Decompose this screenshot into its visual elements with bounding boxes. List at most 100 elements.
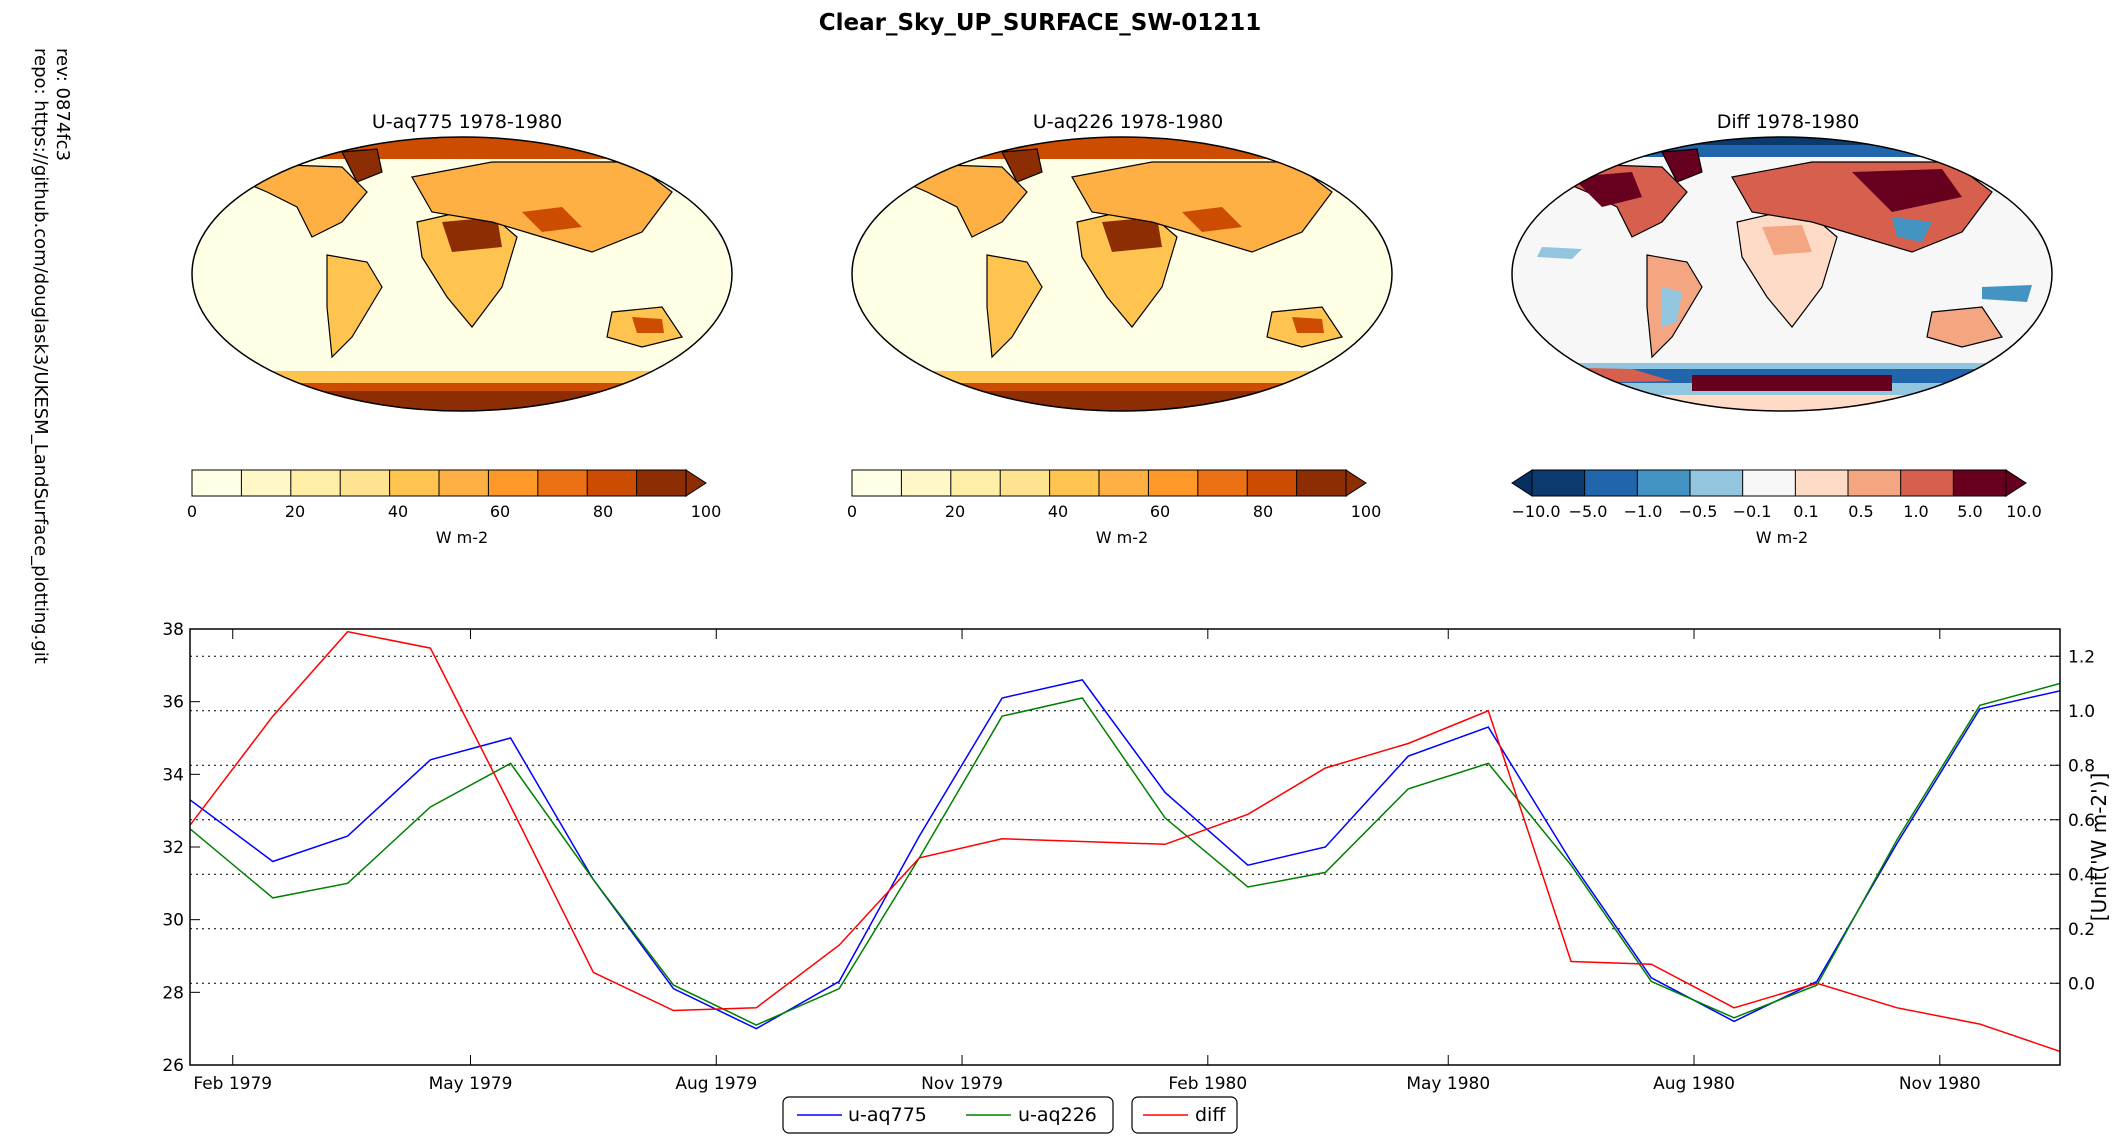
world-map — [1511, 136, 2053, 412]
x-tick-label: May 1980 — [1406, 1074, 1490, 1094]
series-line-diff — [190, 630, 2060, 1053]
right-tick-label: 0.6 — [2068, 811, 2095, 831]
map-title: Diff 1978-1980 — [1717, 111, 1860, 133]
legend-box — [782, 1096, 1114, 1134]
colorbar-tick-label: 60 — [490, 502, 510, 521]
right-tick-label: 0.0 — [2068, 974, 2095, 994]
colorbar-ticks: 0 20 40 60 80 100 — [187, 502, 721, 521]
colorbar-segment — [240, 469, 292, 497]
colorbar-segment — [1531, 469, 1586, 497]
colorbar-segment — [487, 469, 539, 497]
colorbar-segment — [339, 469, 391, 497]
right-tick-label: 0.8 — [2068, 756, 2095, 776]
colorbar-segment — [586, 469, 638, 497]
colorbar: −10.0 −5.0 −1.0 −0.5 −0.1 0.1 0.5 1.0 5.… — [1511, 469, 2042, 547]
colorbar: 0 20 40 60 80 100 W m-2 — [847, 469, 1381, 547]
colorbar-tick-label: −5.0 — [1569, 502, 1608, 521]
colorbar-segment — [851, 469, 903, 497]
left-tick-label: 28 — [162, 983, 184, 1003]
left-tick-label: 38 — [162, 620, 184, 640]
colorbar-segment — [1794, 469, 1850, 497]
colorbar-segment — [1584, 469, 1639, 497]
x-tick-label: Aug 1980 — [1653, 1074, 1735, 1094]
left-y-axis: 26 28 30 32 34 36 38 — [162, 620, 200, 1076]
repo-label: repo: https://github.com/douglask3/UKESM… — [30, 48, 51, 664]
colorbar-tick-label: 0.1 — [1793, 502, 1818, 521]
revision-label: rev: 0874fc3 — [52, 48, 73, 161]
colorbar-tick-label: −1.0 — [1624, 502, 1663, 521]
colorbar-extend-arrow — [685, 469, 707, 497]
colorbar-segment — [1952, 469, 2008, 497]
time-series-chart: 26 28 30 32 34 36 38 0.0 0.2 0.4 0.6 0.8 1.0 1.2 Feb… — [162, 620, 2111, 1094]
colorbar-tick-label: 100 — [691, 502, 722, 521]
colorbar-extend-arrow — [1345, 469, 1367, 497]
colorbar-segment — [191, 469, 243, 497]
right-tick-label: 0.4 — [2068, 865, 2095, 885]
map-title: U-aq775 1978-1980 — [372, 111, 562, 133]
x-tick-label: Aug 1979 — [675, 1074, 757, 1094]
left-tick-label: 34 — [162, 765, 184, 785]
colorbar-segment — [900, 469, 952, 497]
colorbar-tick-label: 5.0 — [1957, 502, 1982, 521]
world-map — [191, 136, 733, 412]
plot-area — [190, 629, 2060, 1065]
colorbar-tick-label: −0.5 — [1679, 502, 1718, 521]
map-title: U-aq226 1978-1980 — [1033, 111, 1223, 133]
colorbar-segment — [1147, 469, 1199, 497]
colorbar-segment — [1847, 469, 1902, 497]
colorbar-unit-label: W m-2 — [436, 528, 488, 547]
colorbar-unit-label: W m-2 — [1096, 528, 1148, 547]
colorbar-segment — [950, 469, 1002, 497]
colorbar-tick-label: 60 — [1150, 502, 1170, 521]
right-tick-label: 1.0 — [2068, 702, 2095, 722]
right-tick-label: 1.2 — [2068, 647, 2095, 667]
colorbar-tick-label: 20 — [945, 502, 965, 521]
map-panel-diff: Diff 1978-1980 — [1511, 111, 2053, 547]
colorbar-tick-label: 0.5 — [1848, 502, 1873, 521]
colorbar-segment — [290, 469, 342, 497]
world-map — [851, 136, 1393, 412]
colorbar-unit-label: W m-2 — [1756, 528, 1808, 547]
colorbar-tick-label: 40 — [388, 502, 408, 521]
colorbar-segment — [1098, 469, 1150, 497]
colorbar-ticks: −10.0 −5.0 −1.0 −0.5 −0.1 0.1 0.5 1.0 5.… — [1511, 502, 2041, 521]
legend-label: u-aq226 — [1018, 1104, 1097, 1126]
colorbar-segment — [1742, 469, 1797, 497]
map-panel-u-aq226: U-aq226 1978-1980 — [847, 111, 1393, 547]
colorbar-segment — [999, 469, 1051, 497]
left-tick-label: 36 — [162, 693, 184, 713]
x-tick-label: Feb 1980 — [1168, 1074, 1247, 1094]
colorbar-tick-label: 0 — [847, 502, 857, 521]
legend-label: u-aq775 — [848, 1104, 927, 1126]
colorbar-segment — [537, 469, 589, 497]
colorbar-ticks: 0 20 40 60 80 100 — [847, 502, 1381, 521]
figure-title: Clear_Sky_UP_SURFACE_SW-01211 — [819, 10, 1262, 36]
colorbar-tick-label: −10.0 — [1511, 502, 1560, 521]
colorbar-tick-label: 40 — [1048, 502, 1068, 521]
colorbar: 0 20 40 60 80 100 W m-2 — [187, 469, 721, 547]
colorbar-tick-label: 80 — [1253, 502, 1273, 521]
colorbar-tick-label: 10.0 — [2006, 502, 2042, 521]
x-tick-label: Nov 1980 — [1899, 1074, 1981, 1094]
legend: u-aq775 u-aq226 diff — [782, 1096, 1238, 1134]
series-layer — [190, 630, 2060, 1053]
colorbar-tick-label: 80 — [593, 502, 613, 521]
colorbar-extend-arrow — [1511, 469, 1533, 497]
right-tick-label: 0.2 — [2068, 920, 2095, 940]
x-tick-label: Nov 1979 — [921, 1074, 1003, 1094]
right-axis-label: [Unit('W m-2')] — [2087, 773, 2111, 921]
colorbar-extend-arrow — [2005, 469, 2027, 497]
colorbar-segment — [389, 469, 441, 497]
colorbar-segment — [1049, 469, 1100, 497]
colorbar-segment — [438, 469, 490, 497]
colorbar-tick-label: −0.1 — [1733, 502, 1772, 521]
x-tick-label: Feb 1979 — [193, 1074, 272, 1094]
x-axis: Feb 1979 May 1979 Aug 1979 Nov 1979 Feb 1980… — [193, 629, 1981, 1094]
left-tick-label: 32 — [162, 838, 184, 858]
colorbar-segment — [1197, 469, 1249, 497]
colorbar-segment — [1636, 469, 1692, 497]
colorbar-tick-label: 1.0 — [1903, 502, 1928, 521]
map-panel-u-aq775: U-aq775 1978-1980 — [187, 111, 733, 547]
colorbar-tick-label: 0 — [187, 502, 197, 521]
